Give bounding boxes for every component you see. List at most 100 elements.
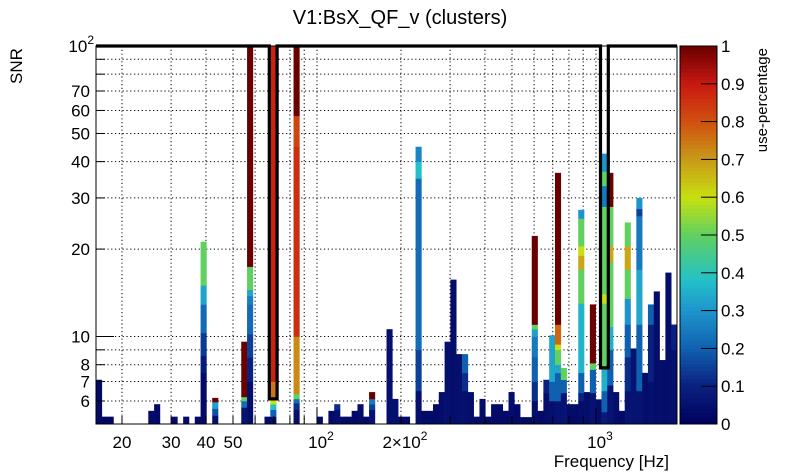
colorbar-swatch <box>680 269 717 274</box>
heatmap-cell <box>636 324 643 392</box>
tick-label-text: 20 <box>113 433 132 452</box>
y-tick-label: 50 <box>71 124 90 143</box>
tick-label-text: 10 <box>308 433 327 452</box>
heatmap-cell <box>316 416 323 425</box>
heatmap-cell <box>293 393 300 400</box>
colorbar-swatch <box>680 76 717 81</box>
heatmap-cell <box>601 185 608 207</box>
heatmap-cell <box>328 410 335 425</box>
colorbar-swatch <box>680 178 717 183</box>
y-tick-label: 40 <box>71 153 90 172</box>
heatmap-cell <box>369 409 376 425</box>
colorbar-tick-label: 0.9 <box>721 75 745 94</box>
colorbar-swatch <box>680 397 717 402</box>
colorbar-swatch <box>680 102 717 107</box>
heatmap-cell <box>531 381 538 402</box>
x-tick-label: 102 <box>308 429 334 452</box>
heatmap-cell <box>427 410 434 425</box>
colorbar-swatch <box>680 95 717 100</box>
colorbar-swatch <box>680 72 717 77</box>
heatmap-cell <box>525 417 533 425</box>
colorbar-swatch <box>680 159 717 164</box>
heatmap-cell <box>601 411 608 425</box>
colorbar-swatch <box>680 386 717 391</box>
chart-title: V1:BsX_QF_v (clusters) <box>293 7 508 29</box>
heatmap-cell <box>247 266 254 290</box>
colorbar-swatch <box>680 155 717 160</box>
heatmap-cell <box>589 304 596 364</box>
colorbar-swatch <box>680 310 717 315</box>
heatmap-cell <box>270 404 277 410</box>
heatmap-cell <box>636 215 643 270</box>
heatmap-cell <box>345 416 352 425</box>
tick-label-exponent: 3 <box>606 429 613 443</box>
heatmap-cell <box>554 344 562 351</box>
axes <box>95 44 678 425</box>
heatmap-cell <box>241 400 248 408</box>
heatmap-cell <box>270 409 277 417</box>
colorbar-swatch <box>680 321 717 327</box>
heatmap-cell <box>601 367 608 392</box>
colorbar-swatch <box>680 287 717 293</box>
heatmap-cell <box>636 208 643 217</box>
heatmap-cell <box>618 410 626 425</box>
y-tick-label: 20 <box>71 240 90 259</box>
y-tick-label: 8 <box>81 356 90 375</box>
heatmap-cell <box>351 410 358 425</box>
tick-label-text: 40 <box>197 433 216 452</box>
tick-label-text: 20 <box>71 240 90 259</box>
colorbar-swatch <box>680 408 717 414</box>
colorbar-swatch <box>680 200 717 206</box>
tick-label-text: 30 <box>162 433 181 452</box>
colorbar-swatch <box>680 405 717 410</box>
y-tick-label: 7 <box>81 373 90 392</box>
heatmap-cell <box>96 379 103 425</box>
heatmap-cell <box>647 304 655 325</box>
heatmap-cell <box>554 172 562 325</box>
colorbar-swatch <box>680 91 717 96</box>
colorbar-swatch <box>680 401 717 406</box>
heatmap-cell <box>560 367 567 381</box>
heatmap-cell <box>212 397 219 403</box>
heatmap-cell <box>531 336 538 358</box>
colorbar-swatch <box>680 291 717 296</box>
tick-label-text: 10 <box>68 37 87 56</box>
heatmap-cell <box>200 332 207 356</box>
heatmap-cell <box>624 390 631 425</box>
tick-label-text: 8 <box>81 356 90 375</box>
heatmap-cell <box>624 222 631 247</box>
heatmap-cell <box>415 390 422 425</box>
colorbar-tick-label: 1 <box>721 37 730 56</box>
colorbar-swatch <box>680 212 717 217</box>
colorbar-swatch <box>680 140 717 145</box>
heatmap-cell <box>270 398 277 405</box>
heatmap-cell <box>531 329 538 337</box>
heatmap-cell <box>607 206 614 247</box>
heatmap-cell <box>647 324 655 382</box>
tick-label-text: 30 <box>71 189 90 208</box>
colorbar-swatch <box>680 303 717 308</box>
heatmap-cell <box>578 218 585 247</box>
heatmap-cell <box>653 291 660 425</box>
x-tick-label: 20 <box>113 433 132 452</box>
tick-label-text: 50 <box>224 433 243 452</box>
heatmap-cell <box>450 279 457 425</box>
highlight-outline <box>96 44 677 401</box>
heatmap-cell <box>543 392 550 425</box>
heatmap-cell <box>554 372 562 402</box>
heatmap-cell <box>624 245 631 270</box>
heatmap-cell <box>502 410 509 425</box>
heatmap-cell <box>247 357 254 382</box>
colorbar-swatch <box>680 117 717 122</box>
colorbar-swatch <box>680 299 717 304</box>
colorbar-swatch <box>680 253 717 259</box>
heatmap-cell <box>363 416 370 425</box>
heatmap-cell <box>572 404 579 425</box>
colorbar-swatch <box>680 163 717 168</box>
heatmap-cell <box>194 416 201 425</box>
heatmap-cell <box>247 304 254 335</box>
heatmap-cell <box>554 400 562 425</box>
heatmap-cell <box>554 349 562 365</box>
heatmap-cell <box>247 334 254 358</box>
heatmap-cell <box>462 372 469 392</box>
